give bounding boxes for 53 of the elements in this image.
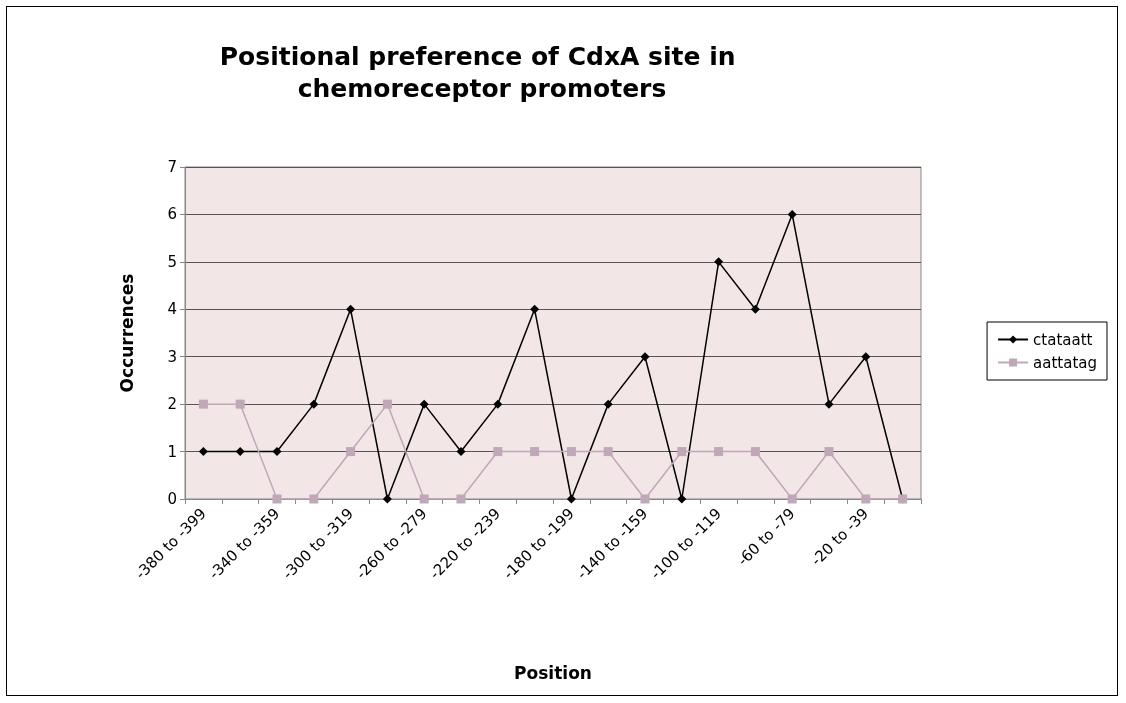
point: [456, 447, 466, 457]
point: [456, 494, 466, 504]
point: [787, 494, 797, 504]
point: [603, 447, 613, 457]
point: [382, 494, 392, 504]
point: [824, 399, 834, 409]
point: [272, 447, 282, 457]
y-tick-label: 4: [167, 300, 177, 319]
point: [861, 352, 871, 362]
point: [566, 447, 576, 457]
legend-label: aattatag: [1033, 353, 1097, 372]
x-tick-label: -60 to -79: [733, 504, 799, 570]
y-axis-title: Occurrences: [116, 273, 137, 393]
point: [603, 399, 613, 409]
y-tick-label: 7: [167, 158, 177, 176]
point: [640, 352, 650, 362]
point: [677, 447, 687, 457]
point: [824, 447, 834, 457]
y-tick-label: 0: [167, 490, 177, 508]
point: [272, 494, 282, 504]
point: [750, 304, 760, 314]
point: [198, 447, 208, 457]
point: [198, 399, 208, 409]
point: [235, 447, 245, 457]
point: [419, 494, 429, 504]
x-tick-label: -20 to -39: [807, 504, 873, 570]
point: [346, 304, 356, 314]
point: [493, 447, 503, 457]
point: [750, 447, 760, 457]
y-tick-label: 1: [167, 442, 177, 461]
point: [493, 399, 503, 409]
point: [861, 494, 871, 504]
point: [309, 399, 319, 409]
point: [677, 494, 687, 504]
point: [787, 209, 797, 219]
y-tick-label: 6: [167, 205, 177, 224]
point: [346, 447, 356, 457]
point: [309, 494, 319, 504]
y-tick-label: 3: [167, 347, 177, 366]
point: [714, 447, 724, 457]
point: [566, 494, 576, 504]
y-tick-label: 2: [167, 395, 177, 414]
legend-label: ctataatt: [1033, 330, 1093, 349]
point: [530, 447, 540, 457]
point: [530, 304, 540, 314]
point: [235, 399, 245, 409]
point: [419, 399, 429, 409]
y-tick-label: 5: [167, 252, 177, 271]
point: [382, 399, 392, 409]
point: [640, 494, 650, 504]
point: [714, 257, 724, 267]
x-axis-title: Position: [514, 662, 592, 683]
chart-title: Positional preference of CdxA site in chemoreceptor promoters: [219, 41, 745, 103]
